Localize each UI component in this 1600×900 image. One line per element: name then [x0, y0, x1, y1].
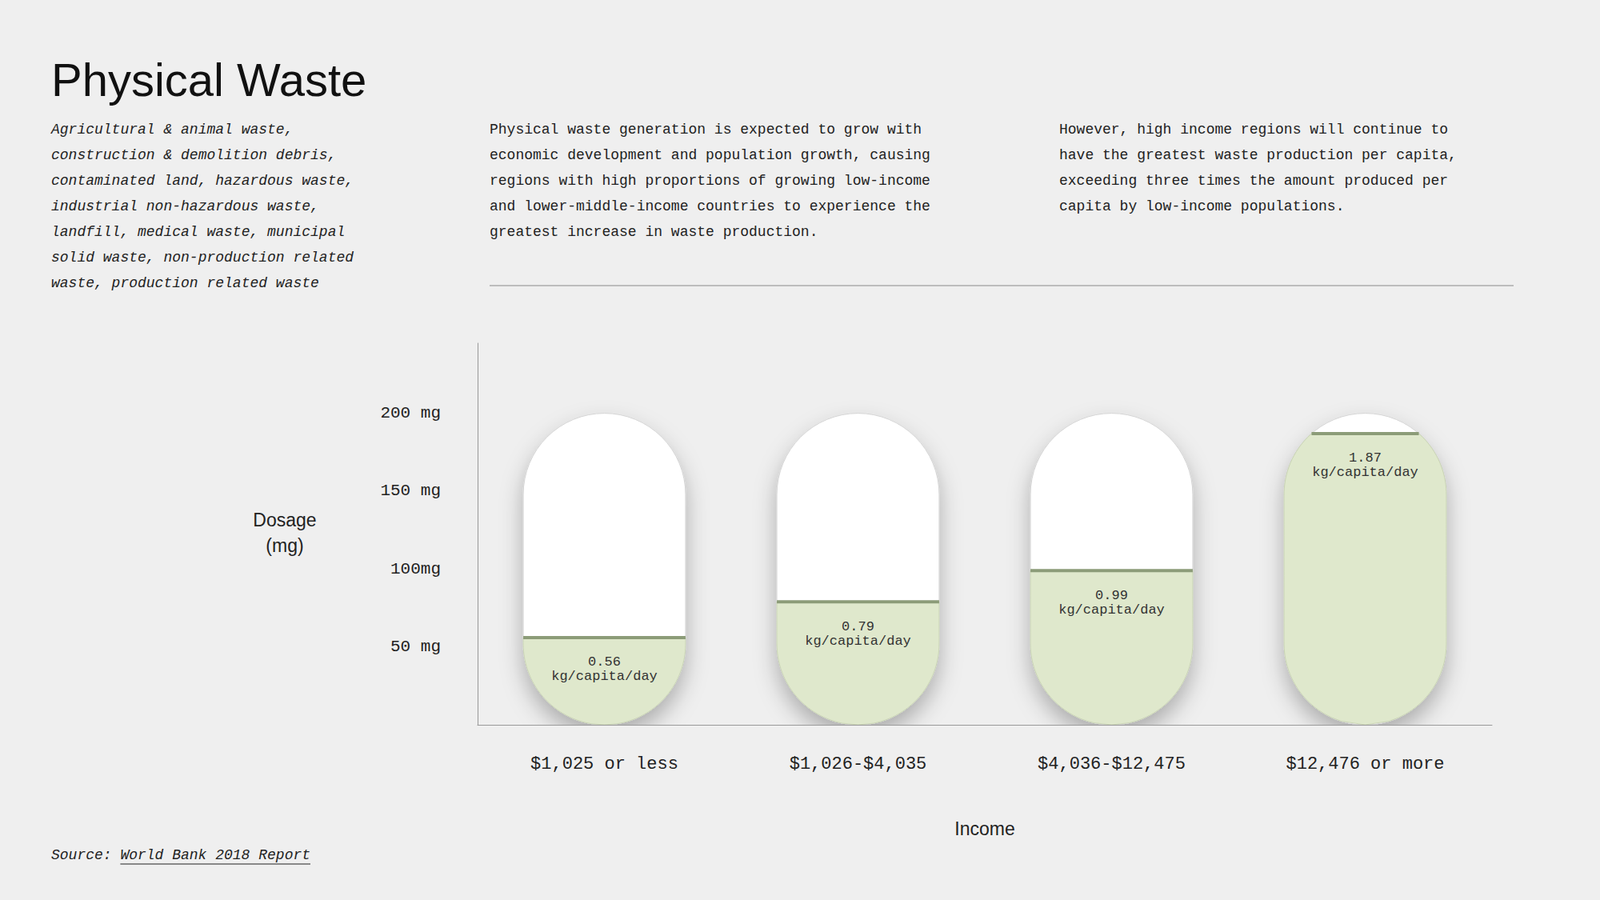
svg-text:kg/capita/day: kg/capita/day — [1058, 602, 1165, 618]
svg-text:50 mg: 50 mg — [390, 637, 441, 656]
svg-text:$1,026-$4,035: $1,026-$4,035 — [789, 754, 928, 775]
svg-text:0.56: 0.56 — [588, 654, 621, 670]
svg-text:200 mg: 200 mg — [380, 404, 441, 423]
svg-text:(mg): (mg) — [265, 535, 304, 556]
svg-text:Dosage: Dosage — [252, 509, 316, 531]
svg-text:capita by low-income populatio: capita by low-income populations. — [1059, 198, 1344, 215]
svg-text:kg/capita/day: kg/capita/day — [804, 633, 912, 649]
svg-text:greatest increase in waste pro: greatest increase in waste production. — [489, 224, 818, 240]
svg-text:Physical waste generation is e: Physical waste generation is expected to… — [489, 121, 931, 138]
svg-text:waste, production related wast: waste, production related waste — [51, 275, 320, 292]
svg-text:Source:: Source: — [51, 847, 112, 864]
svg-text:World Bank 2018 Report: World Bank 2018 Report — [120, 847, 311, 864]
svg-text:exceeding three times the amou: exceeding three times the amount produce… — [1059, 172, 1457, 189]
svg-text:kg/capita/day: kg/capita/day — [1312, 464, 1419, 480]
svg-text:contaminated land, hazardous w: contaminated land, hazardous waste, — [51, 172, 363, 189]
svg-text:However, high income regions w: However, high income regions will contin… — [1059, 121, 1457, 138]
svg-text:Agricultural & animal waste,: Agricultural & animal waste, — [50, 121, 302, 138]
svg-text:construction & demolition debr: construction & demolition debris, — [51, 147, 345, 164]
svg-text:$12,476 or more: $12,476 or more — [1285, 754, 1444, 775]
svg-text:0.79: 0.79 — [841, 619, 875, 635]
svg-text:economic development and popul: economic development and population grow… — [489, 147, 940, 164]
svg-text:0.99: 0.99 — [1095, 588, 1128, 604]
svg-text:$4,036-$12,475: $4,036-$12,475 — [1037, 754, 1186, 775]
svg-text:landfill, medical waste, munic: landfill, medical waste, municipal — [51, 224, 354, 240]
svg-text:industrial non-hazardous waste: industrial non-hazardous waste, — [51, 198, 328, 215]
svg-text:Physical Waste: Physical Waste — [51, 53, 367, 106]
svg-text:$1,025 or less: $1,025 or less — [530, 754, 679, 775]
svg-text:solid waste, non-production re: solid waste, non-production related — [51, 249, 363, 266]
svg-text:have the greatest waste produc: have the greatest waste production per c… — [1059, 147, 1466, 164]
svg-text:100mg: 100mg — [390, 560, 441, 579]
svg-text:kg/capita/day: kg/capita/day — [551, 668, 658, 684]
svg-text:Income: Income — [954, 818, 1015, 840]
svg-text:and lower-middle-income countr: and lower-middle-income countries to exp… — [489, 198, 940, 215]
svg-text:150 mg: 150 mg — [380, 481, 441, 500]
svg-text:1.87: 1.87 — [1348, 450, 1382, 466]
svg-text:regions with high proportions: regions with high proportions of growing… — [489, 172, 940, 189]
